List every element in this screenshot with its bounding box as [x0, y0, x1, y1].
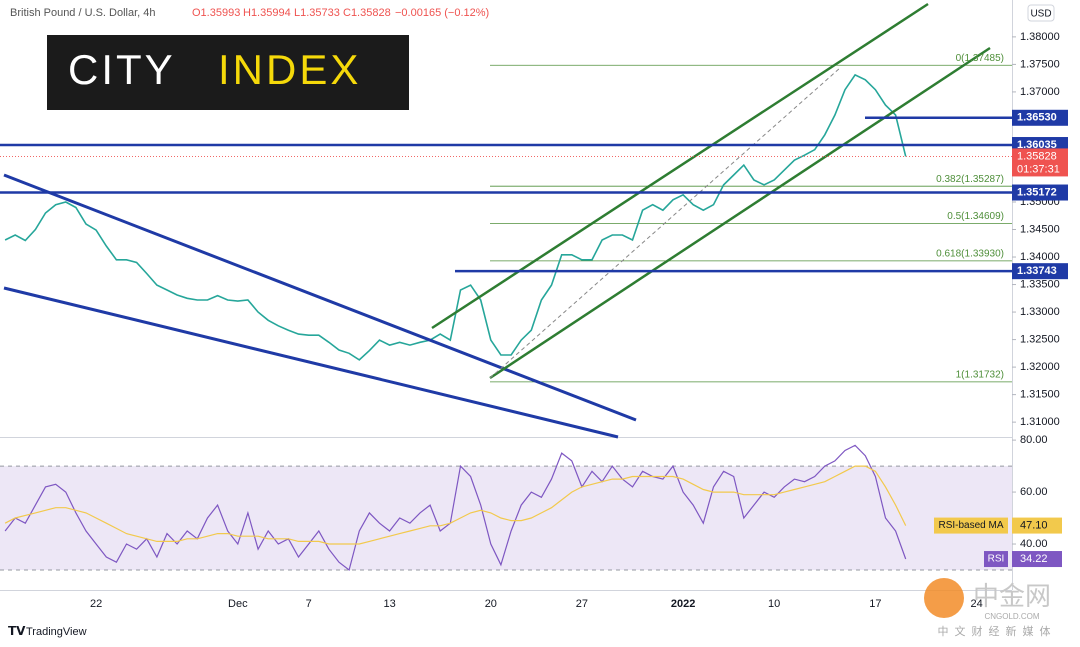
channel-upper — [431, 2, 929, 330]
rsi-value-tag — [1012, 517, 1062, 534]
last-price-label: 1.35828 — [1017, 150, 1057, 162]
x-tick-label: 24 — [970, 598, 982, 610]
rsi-name-tag — [934, 517, 1008, 534]
countdown: 01:37:31 — [1017, 163, 1060, 175]
currency-box — [1027, 4, 1055, 22]
fib-label: 1(1.31732) — [956, 369, 1004, 380]
y-tick-label: 1.37000 — [1020, 86, 1060, 98]
brand: TradingView — [26, 626, 87, 638]
fib-label: 0.382(1.35287) — [936, 174, 1004, 185]
x-tick-label: 7 — [306, 598, 312, 610]
y-tick-label: 1.33000 — [1020, 306, 1060, 318]
x-tick-label: 10 — [768, 598, 780, 610]
y-tick-label: 40.00 — [1020, 538, 1048, 550]
logo-city: CITY — [68, 46, 176, 93]
level-tag-label: 1.35172 — [1017, 186, 1057, 198]
y-tick-label: 1.38000 — [1020, 31, 1060, 43]
y-tick-label: 1.34000 — [1020, 251, 1060, 263]
x-tick-label: 27 — [576, 598, 588, 610]
ohlc-high: H1.35994 — [243, 7, 291, 19]
level-tag-label: 1.36035 — [1017, 139, 1057, 151]
rsi-name: RSI-based MA — [938, 520, 1003, 531]
currency: USD — [1030, 9, 1051, 20]
series-line — [4, 444, 907, 572]
channel-lower — [489, 46, 991, 380]
y-tick-label: 1.31500 — [1020, 389, 1060, 401]
x-tick-label: 13 — [383, 598, 395, 610]
tv-mark: 𝗧𝗩 — [8, 624, 26, 638]
overlay-layer: 1.31000 1.31500 1.32000 1.32500 1.33000 1.335… — [0, 31, 1068, 610]
rsi-value-label: 47.10 — [1020, 519, 1048, 531]
y-tick-label: 1.37500 — [1020, 58, 1060, 70]
ohlc-low: L1.35733 — [294, 7, 340, 19]
watermark-logo — [924, 578, 964, 618]
ohlc-close: C1.35828 — [343, 7, 391, 19]
level-tag-label: 1.33743 — [1017, 265, 1057, 277]
y-tick-label: 1.31000 — [1020, 416, 1060, 428]
fib-label: 0.618(1.33930) — [936, 249, 1004, 260]
plot-layer — [0, 36, 1016, 572]
y-tick-label: 1.34500 — [1020, 223, 1060, 235]
rsi-value-label: 34.22 — [1020, 553, 1048, 565]
y-tick-label: 60.00 — [1020, 486, 1048, 498]
level-tag-label: 1.36530 — [1017, 112, 1057, 124]
last-price-tag — [1012, 148, 1068, 177]
watermark-sub: 中文财经新媒体 — [938, 624, 1057, 638]
watermark: 中金网 — [973, 581, 1051, 611]
y-tick-label: 1.32000 — [1020, 361, 1060, 373]
fib-label: 0.5(1.34609) — [947, 211, 1004, 222]
fib-label: 0(1.37485) — [956, 53, 1004, 64]
level-tag — [1012, 184, 1068, 201]
x-tick-label: Dec — [228, 598, 248, 610]
level-tag — [1012, 263, 1068, 280]
logo-index: INDEX — [218, 46, 361, 93]
fib-diagonal — [489, 67, 841, 379]
rsi-name: RSI — [988, 554, 1005, 565]
y-tick-label: 80.00 — [1020, 434, 1048, 446]
wedge-lower — [3, 286, 619, 439]
rsi-name-tag — [984, 551, 1008, 568]
logo-box — [47, 35, 409, 110]
ohlc-change: −0.00165 (−0.12%) — [395, 7, 489, 19]
symbol: British Pound / U.S. Dollar, 4h — [10, 7, 156, 19]
series-line — [4, 465, 907, 545]
series-line — [4, 73, 907, 361]
watermark-url: CNGOLD.COM — [984, 612, 1039, 621]
rsi-band — [0, 466, 1012, 570]
x-tick-label: 20 — [485, 598, 497, 610]
y-tick-label: 1.32500 — [1020, 333, 1060, 345]
level-tag — [1012, 109, 1068, 126]
y-tick-label: 1.33500 — [1020, 278, 1060, 290]
wedge-upper — [3, 173, 637, 422]
x-tick-label: 2022 — [671, 598, 695, 610]
rsi-value-tag — [1012, 551, 1062, 568]
x-tick-label: 22 — [90, 598, 102, 610]
ohlc-open: O1.35993 — [192, 7, 240, 19]
trendlines — [3, 2, 991, 439]
x-tick-label: 17 — [869, 598, 881, 610]
